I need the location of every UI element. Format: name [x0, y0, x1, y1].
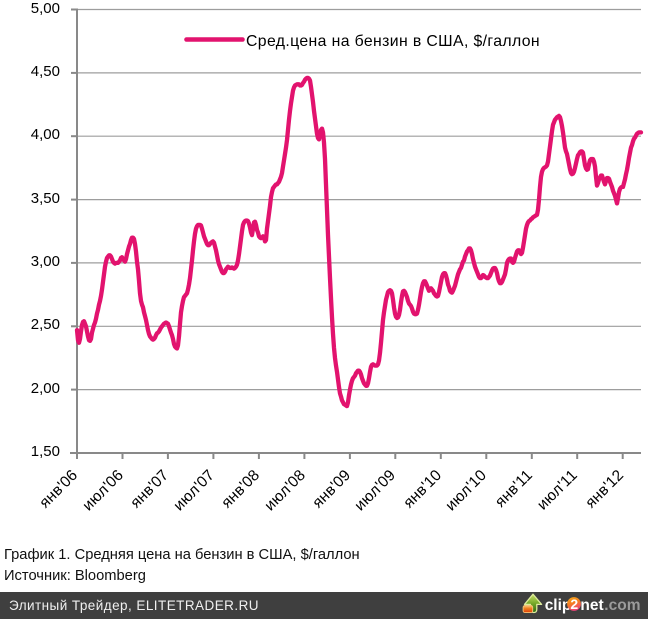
svg-text:2: 2: [570, 596, 578, 612]
svg-text:clip: clip: [545, 597, 572, 614]
svg-text:net: net: [580, 597, 603, 614]
svg-text:.com: .com: [604, 597, 640, 614]
